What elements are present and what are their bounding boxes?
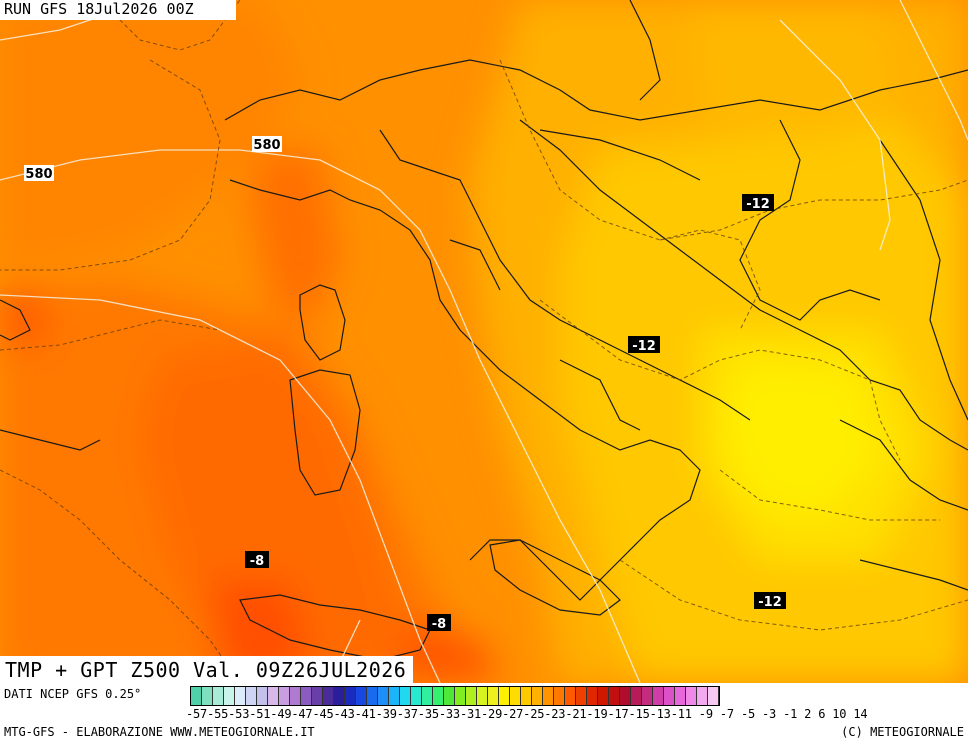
colorbar-swatch <box>433 687 444 705</box>
colorbar-swatch <box>345 687 356 705</box>
colorbar-swatch <box>224 687 235 705</box>
temp-label-ne: -12 <box>742 194 774 212</box>
colorbar-swatch <box>587 687 598 705</box>
colorbar-swatch <box>521 687 532 705</box>
colorbar-swatch <box>301 687 312 705</box>
temp-label-center-text: -12 <box>632 339 656 354</box>
colorbar-swatch <box>686 687 697 705</box>
colorbar-swatch <box>554 687 565 705</box>
colorbar-swatch <box>411 687 422 705</box>
colorbar-swatch <box>367 687 378 705</box>
colorbar-swatch <box>653 687 664 705</box>
coastlines-and-borders <box>0 0 968 661</box>
map-title: TMP + GPT Z500 Val. 09Z26JUL2026 <box>0 656 413 684</box>
colorbar-swatch <box>466 687 477 705</box>
credit-left: MTG-GFS - ELABORAZIONE WWW.METEOGIORNALE… <box>4 725 315 739</box>
contour-labels: 580 580 -12 -12 -12 -8 -8 <box>24 136 786 632</box>
colorbar-swatch <box>312 687 323 705</box>
colorbar-swatch <box>565 687 576 705</box>
colorbar-swatch <box>257 687 268 705</box>
colorbar-swatch <box>191 687 202 705</box>
colorbar-swatch <box>378 687 389 705</box>
colorbar-swatch <box>444 687 455 705</box>
colorbar-swatch <box>356 687 367 705</box>
footer: DATI NCEP GFS 0.25° -57-55-53-51-49-47-4… <box>0 683 968 745</box>
temp-label-ne-text: -12 <box>746 197 770 212</box>
z500-contours <box>0 0 968 683</box>
temp-label-sw: -8 <box>245 551 269 569</box>
colorbar-swatch <box>400 687 411 705</box>
weather-map: 580 580 -12 -12 -12 -8 -8 <box>0 0 968 683</box>
colorbar-swatch <box>532 687 543 705</box>
z500-label-west: 580 <box>24 165 54 182</box>
colorbar-swatch <box>598 687 609 705</box>
colorbar-swatch <box>422 687 433 705</box>
temp-label-se-text: -12 <box>758 595 782 610</box>
colorbar-swatch <box>697 687 708 705</box>
temp-label-s-text: -8 <box>432 617 446 632</box>
temp-label-sw-text: -8 <box>250 554 264 569</box>
colorbar-swatch <box>664 687 675 705</box>
colorbar-swatch <box>609 687 620 705</box>
z500-label-alps: 580 <box>252 136 282 153</box>
colorbar-swatch <box>642 687 653 705</box>
colorbar-swatch <box>213 687 224 705</box>
data-source: DATI NCEP GFS 0.25° <box>4 687 142 701</box>
colorbar-swatch <box>620 687 631 705</box>
temp-label-s: -8 <box>427 614 451 632</box>
colorbar-swatch <box>235 687 246 705</box>
credit-right: (C) METEOGIORNALE <box>841 725 964 739</box>
colorbar-swatch <box>631 687 642 705</box>
colorbar-swatch <box>708 687 719 705</box>
temp-label-center: -12 <box>628 336 660 354</box>
colorbar-swatch <box>246 687 257 705</box>
colorbar-swatch <box>510 687 521 705</box>
colorbar-swatch <box>488 687 499 705</box>
colorbar-swatch <box>279 687 290 705</box>
colorbar-swatch <box>477 687 488 705</box>
colorbar-swatch <box>455 687 466 705</box>
colorbar-swatch <box>323 687 334 705</box>
temp-label-se: -12 <box>754 592 786 610</box>
temperature-field <box>0 0 968 683</box>
run-label: RUN GFS 18Jul2026 00Z <box>0 0 236 20</box>
colorbar-swatch <box>268 687 279 705</box>
colorbar-swatch <box>675 687 686 705</box>
colorbar-swatch <box>290 687 301 705</box>
temperature-colorbar <box>190 686 720 706</box>
z500-label-alps-text: 580 <box>253 138 280 153</box>
colorbar-swatch <box>543 687 554 705</box>
temperature-isotherms <box>0 0 968 683</box>
colorbar-swatch <box>202 687 213 705</box>
colorbar-swatch <box>334 687 345 705</box>
colorbar-swatch <box>389 687 400 705</box>
colorbar-swatch <box>499 687 510 705</box>
colorbar-ticks: -57-55-53-51-49-47-45-43-41-39-37-35-33-… <box>186 707 868 721</box>
colorbar-swatch <box>576 687 587 705</box>
z500-label-west-text: 580 <box>25 167 52 182</box>
